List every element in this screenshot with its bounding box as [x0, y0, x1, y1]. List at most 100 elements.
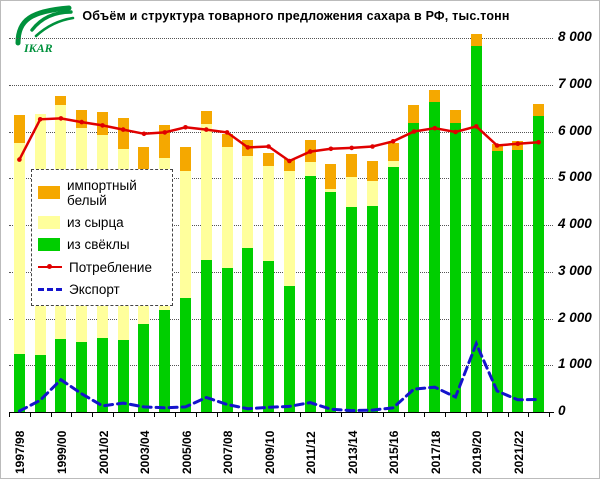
x-axis-label: 2003/04: [138, 430, 152, 474]
bar-segment-2: [159, 309, 171, 412]
bar-segment-0: [55, 95, 67, 106]
bar-column: [196, 38, 217, 412]
yellow-square-swatch: [38, 216, 60, 230]
x-axis-tick: [9, 413, 10, 417]
x-axis-tick: [154, 413, 156, 417]
x-axis-tick: [486, 413, 488, 417]
bar-column: [507, 38, 528, 412]
x-axis-tick: [299, 413, 301, 417]
x-axis-label: 2007/08: [221, 430, 236, 474]
orange-square-swatch: [38, 186, 60, 200]
y-axis-label: 7 000: [558, 75, 592, 91]
legend-item: Потребление: [38, 260, 172, 275]
x-axis-tick: [403, 413, 405, 417]
bar-segment-2: [533, 116, 545, 412]
bar-segment-2: [366, 205, 378, 412]
bar-segment-2: [200, 260, 212, 412]
gridline: [9, 84, 553, 86]
x-axis-label: 2011/12: [304, 431, 319, 474]
bar-segment-2: [491, 150, 503, 412]
x-axis-line: [9, 412, 554, 413]
x-axis-tick: [133, 413, 135, 417]
bar-column: [321, 38, 342, 412]
legend-label: из сырца: [67, 215, 124, 231]
y-axis-label: 6 000: [558, 122, 592, 138]
bar-segment-0: [138, 147, 150, 171]
y-axis-label: 8 000: [558, 29, 592, 44]
legend-label: из свёклы: [67, 237, 130, 253]
gridline: [9, 318, 553, 320]
bar-column: [404, 38, 425, 412]
x-axis-label: 2015/16: [387, 430, 402, 474]
bar-column: [487, 38, 508, 412]
bar-column: [424, 38, 445, 412]
legend-item: из сырца: [38, 215, 172, 230]
y-axis-label: 2 000: [558, 309, 592, 325]
bar-segment-0: [408, 105, 420, 123]
x-axis-tick: [382, 413, 384, 417]
bar-segment-2: [450, 122, 462, 412]
x-axis-tick: [92, 413, 94, 417]
x-axis-label: 2001/02: [96, 430, 111, 474]
bar-segment-2: [242, 247, 254, 412]
ikar-logo: IKAR: [7, 3, 77, 55]
bar-segment-2: [346, 207, 358, 412]
bar-column: [383, 38, 404, 412]
bar-segment-1: [346, 177, 358, 208]
gridline: [9, 178, 553, 180]
bar-column: [258, 38, 279, 412]
bar-segment-0: [325, 163, 337, 189]
chart-title: Объём и структура товарного предложения …: [82, 9, 510, 23]
bar-segment-2: [13, 353, 25, 412]
bar-segment-2: [96, 337, 108, 412]
bar-segment-1: [13, 142, 25, 354]
gridline: [9, 38, 553, 39]
bar-segment-0: [533, 103, 545, 117]
bar-segment-2: [325, 191, 337, 412]
gridline: [9, 271, 553, 273]
legend-item: из свёклы: [38, 237, 172, 252]
x-axis-label: 2021/22: [511, 430, 526, 474]
bar-segment-0: [200, 110, 212, 124]
x-axis-label: 1997/98: [13, 430, 28, 474]
x-axis-tick: [341, 413, 343, 417]
x-axis-tick: [112, 413, 114, 417]
bar-segment-0: [159, 125, 171, 158]
bar-column: [445, 38, 466, 412]
bar-segment-0: [76, 109, 88, 129]
bar-segment-1: [200, 123, 212, 261]
bar-segment-0: [263, 152, 275, 166]
bar-segment-0: [117, 118, 129, 149]
ikar-logo-icon: IKAR: [15, 5, 75, 55]
x-axis-tick: [71, 413, 73, 417]
x-axis-tick: [424, 413, 426, 417]
bar-segment-2: [283, 286, 295, 412]
red-line-swatch: [38, 264, 62, 270]
x-axis-tick: [528, 413, 530, 417]
bar-segment-0: [346, 154, 358, 178]
y-axis-label: 0: [558, 403, 566, 418]
bar-column: [300, 38, 321, 412]
y-axis-label: 4 000: [558, 216, 592, 231]
bar-column: [362, 38, 383, 412]
bar-segment-1: [180, 170, 192, 298]
bar-column: [528, 38, 549, 412]
red-marker-icon: [47, 264, 52, 270]
bar-column: [9, 38, 30, 412]
x-axis-label: 2005/06: [179, 430, 194, 474]
bar-segment-2: [429, 102, 441, 412]
bar-segment-0: [429, 90, 441, 102]
x-axis-tick: [216, 413, 218, 417]
x-axis-tick: [29, 413, 31, 417]
bar-column: [175, 38, 196, 412]
bar-segment-2: [221, 268, 233, 412]
x-axis-tick: [258, 413, 260, 417]
x-axis-tick: [320, 413, 322, 417]
x-axis-tick: [175, 413, 177, 417]
bar-segment-2: [138, 323, 150, 412]
bar-segment-2: [76, 342, 88, 412]
y-axis-label: 1 000: [558, 356, 592, 372]
bar-segment-2: [512, 150, 524, 412]
bar-column: [341, 38, 362, 412]
x-axis-label: 2013/14: [345, 430, 360, 474]
